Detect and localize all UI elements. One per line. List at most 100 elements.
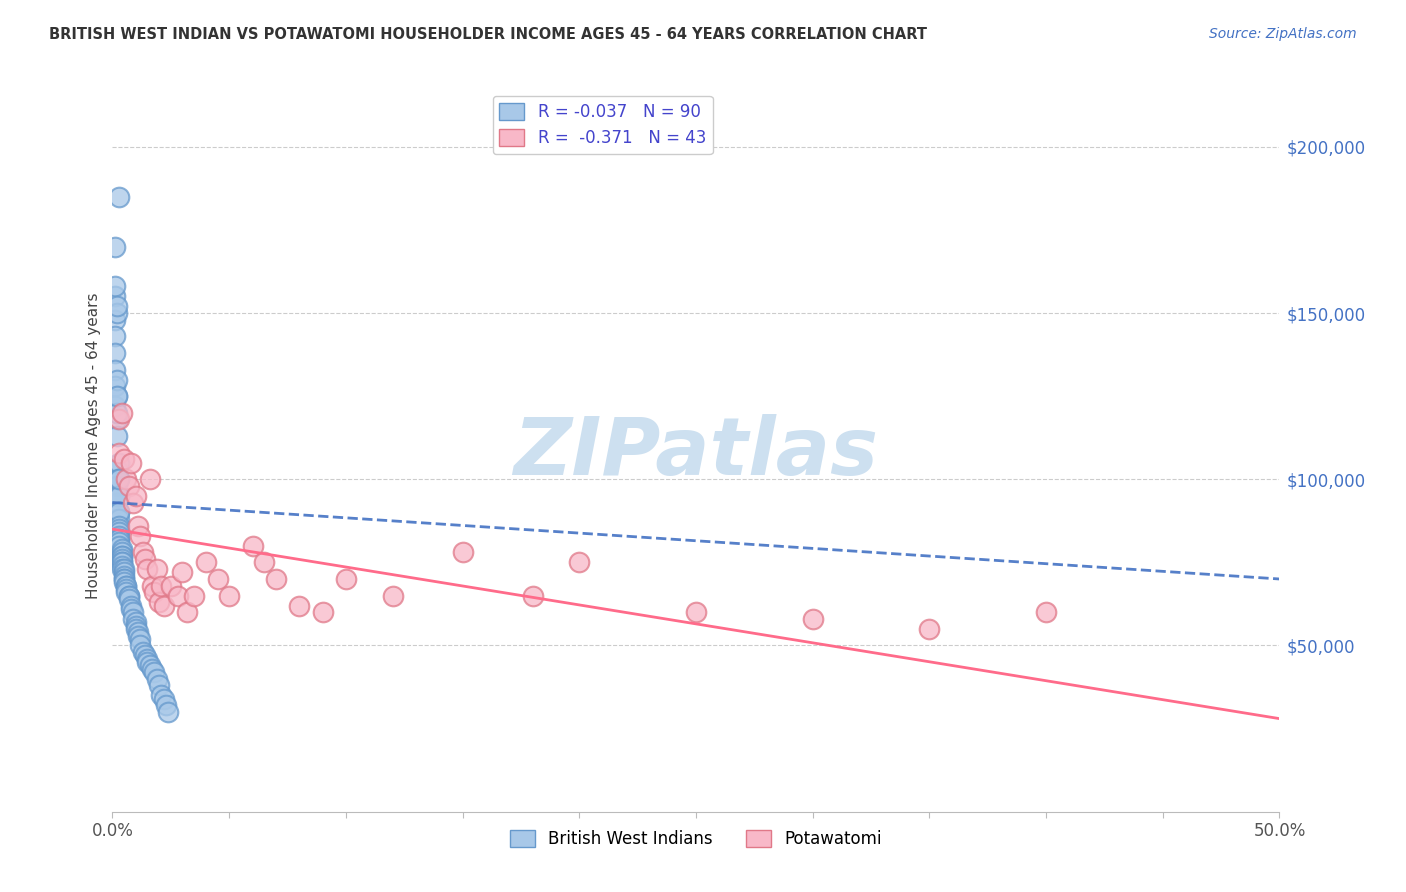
Point: [451, 545, 474, 559]
Point: [157, 705, 180, 719]
Point: [129, 529, 152, 543]
Point: [134, 552, 156, 566]
Point: [136, 562, 159, 576]
Point: [125, 615, 148, 630]
Point: [115, 472, 138, 486]
Point: [104, 329, 127, 343]
Point: [105, 389, 128, 403]
Point: [115, 585, 138, 599]
Point: [141, 579, 163, 593]
Point: [105, 306, 128, 320]
Point: [108, 522, 131, 536]
Point: [288, 599, 311, 613]
Point: [104, 379, 127, 393]
Text: Source: ZipAtlas.com: Source: ZipAtlas.com: [1209, 27, 1357, 41]
Point: [104, 312, 127, 326]
Point: [111, 562, 134, 576]
Text: BRITISH WEST INDIAN VS POTAWATOMI HOUSEHOLDER INCOME AGES 45 - 64 YEARS CORRELAT: BRITISH WEST INDIAN VS POTAWATOMI HOUSEH…: [49, 27, 927, 42]
Point: [146, 562, 169, 576]
Point: [242, 539, 264, 553]
Point: [160, 579, 183, 593]
Point: [104, 346, 127, 360]
Point: [141, 662, 163, 676]
Point: [127, 625, 149, 640]
Point: [335, 572, 357, 586]
Point: [118, 589, 141, 603]
Point: [120, 602, 142, 616]
Point: [112, 566, 135, 580]
Point: [105, 525, 128, 540]
Point: [111, 549, 134, 563]
Point: [104, 362, 127, 376]
Point: [108, 532, 131, 546]
Point: [111, 549, 134, 563]
Point: [111, 558, 134, 573]
Point: [108, 445, 131, 459]
Text: ZIPatlas: ZIPatlas: [513, 414, 879, 492]
Point: [105, 479, 128, 493]
Point: [143, 585, 166, 599]
Point: [105, 299, 128, 313]
Point: [218, 589, 240, 603]
Point: [105, 512, 128, 526]
Point: [118, 479, 141, 493]
Point: [108, 189, 131, 203]
Point: [194, 555, 217, 569]
Point: [105, 518, 128, 533]
Point: [115, 579, 138, 593]
Point: [104, 289, 127, 303]
Point: [381, 589, 404, 603]
Point: [112, 562, 135, 576]
Point: [108, 535, 131, 549]
Point: [150, 689, 173, 703]
Point: [108, 529, 131, 543]
Point: [132, 545, 155, 559]
Point: [253, 555, 276, 569]
Point: [129, 632, 152, 646]
Point: [136, 652, 159, 666]
Point: [143, 665, 166, 679]
Point: [122, 612, 145, 626]
Point: [311, 605, 333, 619]
Point: [139, 658, 162, 673]
Point: [112, 572, 135, 586]
Point: [150, 579, 173, 593]
Point: [108, 506, 131, 520]
Point: [118, 589, 141, 603]
Point: [111, 542, 134, 557]
Point: [136, 655, 159, 669]
Point: [108, 456, 131, 470]
Point: [1035, 605, 1057, 619]
Point: [115, 579, 138, 593]
Point: [112, 575, 135, 590]
Point: [148, 678, 170, 692]
Point: [120, 599, 142, 613]
Point: [104, 279, 127, 293]
Point: [125, 618, 148, 632]
Point: [108, 472, 131, 486]
Point: [105, 472, 128, 486]
Point: [685, 605, 707, 619]
Point: [105, 372, 128, 386]
Point: [125, 489, 148, 503]
Point: [108, 489, 131, 503]
Point: [108, 512, 131, 526]
Point: [127, 628, 149, 642]
Point: [108, 518, 131, 533]
Point: [108, 412, 131, 426]
Point: [108, 472, 131, 486]
Point: [104, 239, 127, 253]
Point: [105, 529, 128, 543]
Point: [108, 539, 131, 553]
Point: [264, 572, 287, 586]
Point: [111, 552, 134, 566]
Point: [183, 589, 205, 603]
Point: [153, 691, 176, 706]
Point: [172, 566, 194, 580]
Point: [139, 472, 162, 486]
Point: [146, 672, 169, 686]
Point: [125, 622, 148, 636]
Point: [166, 589, 188, 603]
Point: [801, 612, 824, 626]
Point: [105, 429, 128, 443]
